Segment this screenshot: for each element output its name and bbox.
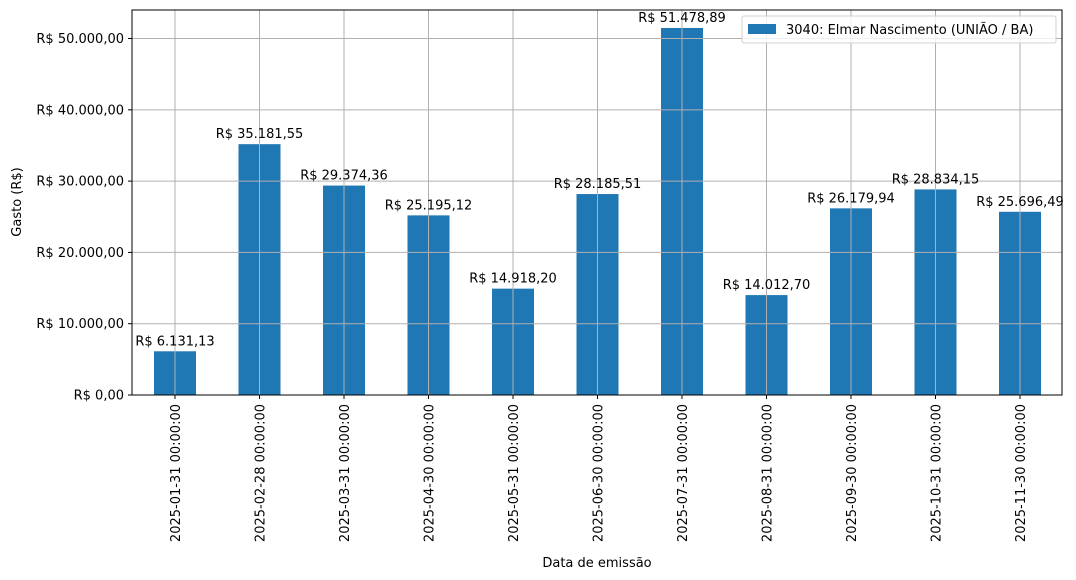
y-tick-label: R$ 30.000,00: [36, 175, 124, 190]
legend-label: 3040: Elmar Nascimento (UNIÃO / BA): [786, 22, 1033, 38]
x-tick-label: 2025-07-31 00:00:00: [676, 404, 691, 542]
x-tick-label: 2025-10-31 00:00:00: [930, 404, 945, 542]
x-tick-label: 2025-01-31 00:00:00: [169, 404, 184, 542]
legend-swatch: [748, 24, 776, 34]
x-tick-label: 2025-11-30 00:00:00: [1014, 404, 1029, 542]
bar-value-label: R$ 25.195,12: [385, 198, 473, 213]
bar-value-label: R$ 14.012,70: [723, 278, 811, 293]
bar-value-label: R$ 14.918,20: [469, 272, 557, 287]
x-tick-label: 2025-08-31 00:00:00: [761, 404, 776, 542]
y-tick-label: R$ 20.000,00: [36, 246, 124, 261]
bar-value-label: R$ 28.185,51: [554, 177, 642, 192]
y-axis-ticks: R$ 0,00 R$ 10.000,00 R$ 20.000,00 R$ 30.000…: [36, 32, 132, 404]
bar-value-label: R$ 51.478,89: [638, 11, 726, 26]
bar-value-label: R$ 28.834,15: [892, 172, 980, 187]
y-tick-label: R$ 50.000,00: [36, 32, 124, 47]
legend: 3040: Elmar Nascimento (UNIÃO / BA): [741, 15, 1057, 44]
y-axis-label: Gasto (R$): [10, 167, 25, 236]
bar-value-labels: R$ 6.131,13 R$ 35.181,55 R$ 29.374,36 R$ 25…: [135, 11, 1063, 349]
y-tick-label: R$ 40.000,00: [36, 103, 124, 118]
x-tick-label: 2025-06-30 00:00:00: [592, 404, 607, 542]
x-tick-label: 2025-03-31 00:00:00: [338, 404, 353, 542]
x-tick-label: 2025-05-31 00:00:00: [507, 404, 522, 542]
x-axis-ticks: 2025-01-31 00:00:00 2025-02-28 00:00:00 20…: [169, 395, 1029, 542]
bar-value-label: R$ 26.179,94: [807, 191, 895, 206]
y-tick-label: R$ 0,00: [74, 389, 124, 404]
legend-box: [741, 15, 1057, 44]
bar-value-label: R$ 25.696,49: [976, 195, 1064, 210]
bar-value-label: R$ 6.131,13: [135, 334, 214, 349]
y-tick-label: R$ 10.000,00: [36, 317, 124, 332]
x-tick-label: 2025-02-28 00:00:00: [254, 404, 269, 542]
x-axis-label: Data de emissão: [542, 556, 651, 571]
bar-value-label: R$ 35.181,55: [216, 127, 304, 142]
x-tick-label: 2025-09-30 00:00:00: [845, 404, 860, 542]
bar-value-label: R$ 29.374,36: [300, 169, 388, 184]
x-tick-label: 2025-04-30 00:00:00: [423, 404, 438, 542]
